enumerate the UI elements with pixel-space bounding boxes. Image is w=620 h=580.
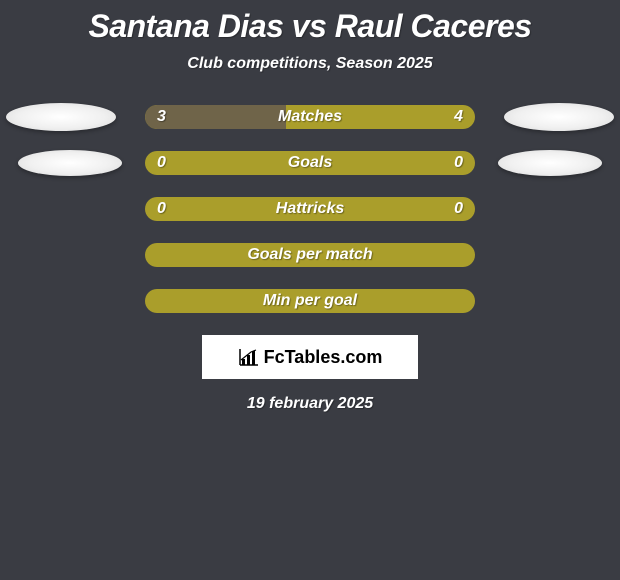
logo-box: FcTables.com	[202, 335, 418, 379]
footer-date: 19 february 2025	[0, 395, 620, 413]
stat-label: Matches	[278, 108, 342, 126]
stat-bar: Goals per match	[145, 243, 475, 267]
stat-right-value: 4	[454, 108, 463, 126]
stat-row: 0 Goals 0	[0, 151, 620, 175]
stat-right-value: 0	[454, 154, 463, 172]
stat-rows: 3 Matches 4 0 Goals 0 0 Hattricks 0 Goals per mat…	[0, 105, 620, 313]
stat-bar: 3 Matches 4	[145, 105, 475, 129]
stat-right-value: 0	[454, 200, 463, 218]
stat-label: Hattricks	[276, 200, 344, 218]
avatar-right	[498, 150, 602, 176]
stat-row: Min per goal	[0, 289, 620, 313]
stat-row: 0 Hattricks 0	[0, 197, 620, 221]
stat-bar: 0 Goals 0	[145, 151, 475, 175]
stat-label: Goals per match	[247, 246, 372, 264]
infographic-container: Santana Dias vs Raul Caceres Club compet…	[0, 0, 620, 413]
logo-text: FcTables.com	[264, 347, 383, 368]
stat-bar: 0 Hattricks 0	[145, 197, 475, 221]
stat-left-value: 0	[157, 200, 166, 218]
page-subtitle: Club competitions, Season 2025	[0, 55, 620, 73]
chart-icon	[238, 347, 260, 367]
stat-label: Min per goal	[263, 292, 357, 310]
stat-left-value: 3	[157, 108, 166, 126]
page-title: Santana Dias vs Raul Caceres	[0, 8, 620, 45]
stat-left-value: 0	[157, 154, 166, 172]
avatar-left	[18, 150, 122, 176]
avatar-right	[504, 103, 614, 131]
stat-label: Goals	[288, 154, 332, 172]
stat-row: 3 Matches 4	[0, 105, 620, 129]
stat-row: Goals per match	[0, 243, 620, 267]
avatar-left	[6, 103, 116, 131]
stat-bar: Min per goal	[145, 289, 475, 313]
stat-bar-left-fill	[145, 105, 286, 129]
